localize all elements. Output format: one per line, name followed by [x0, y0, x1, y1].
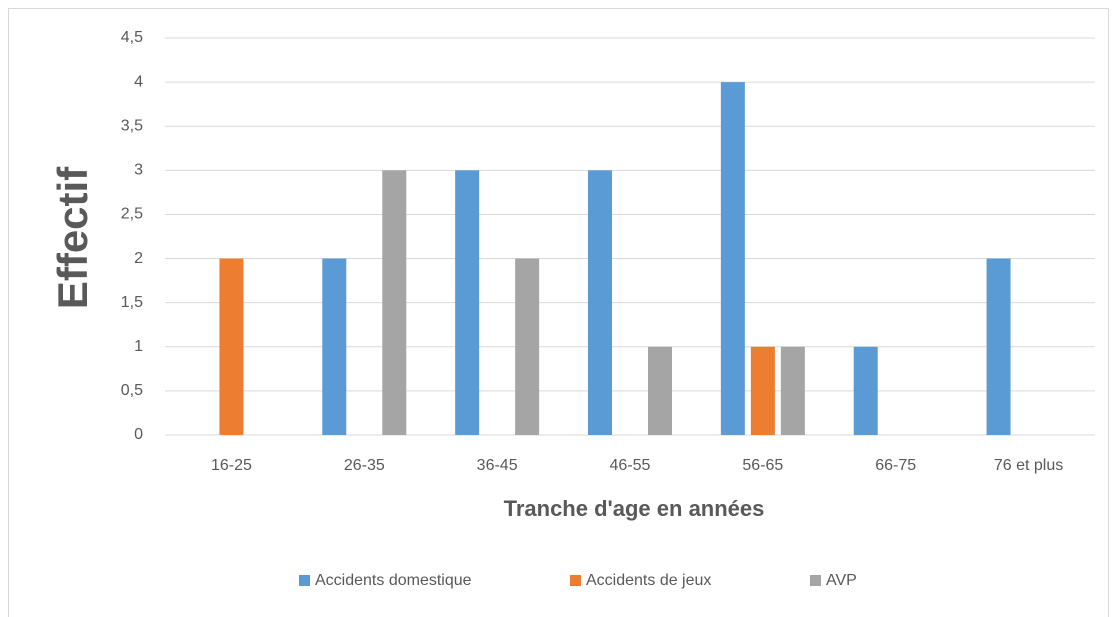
- legend-swatch: [570, 575, 581, 586]
- y-tick-label: 0: [134, 426, 143, 443]
- y-tick-label: 2: [134, 250, 143, 267]
- legend-label: Accidents domestique: [315, 572, 472, 589]
- legend-label: Accidents de jeux: [586, 572, 711, 589]
- x-tick-label: 26-35: [344, 457, 385, 474]
- x-axis-title: Tranche d'age en années: [504, 496, 765, 521]
- x-tick-label: 46-55: [610, 457, 651, 474]
- legend-label: AVP: [826, 572, 857, 589]
- y-tick-label: 1: [134, 338, 143, 355]
- chart-frame: [8, 8, 1109, 617]
- bar: [322, 258, 347, 435]
- x-tick-label: 36-45: [477, 457, 518, 474]
- y-tick-label: 3: [134, 162, 143, 179]
- bar: [515, 258, 540, 435]
- x-tick-label: 76 et plus: [994, 457, 1063, 474]
- bar: [720, 82, 745, 435]
- x-tick-label: 16-25: [211, 457, 252, 474]
- bar: [219, 258, 244, 435]
- bar: [382, 170, 407, 436]
- x-tick-label: 66-75: [875, 457, 916, 474]
- bar: [853, 346, 878, 435]
- y-axis-title: Effectif: [49, 166, 96, 309]
- y-tick-label: 3,5: [121, 117, 143, 134]
- y-tick-label: 4,5: [121, 29, 143, 46]
- legend-swatch: [299, 575, 310, 586]
- bar: [455, 170, 480, 436]
- x-tick-label: 56-65: [742, 457, 783, 474]
- bar: [750, 346, 775, 435]
- bar: [986, 258, 1011, 435]
- y-tick-label: 4: [134, 73, 143, 90]
- bar: [780, 346, 805, 435]
- bar: [588, 170, 612, 436]
- bar: [648, 346, 672, 435]
- legend-swatch: [810, 575, 821, 586]
- y-tick-label: 1,5: [121, 294, 143, 311]
- y-tick-label: 0,5: [121, 382, 143, 399]
- y-tick-label: 2,5: [121, 206, 143, 223]
